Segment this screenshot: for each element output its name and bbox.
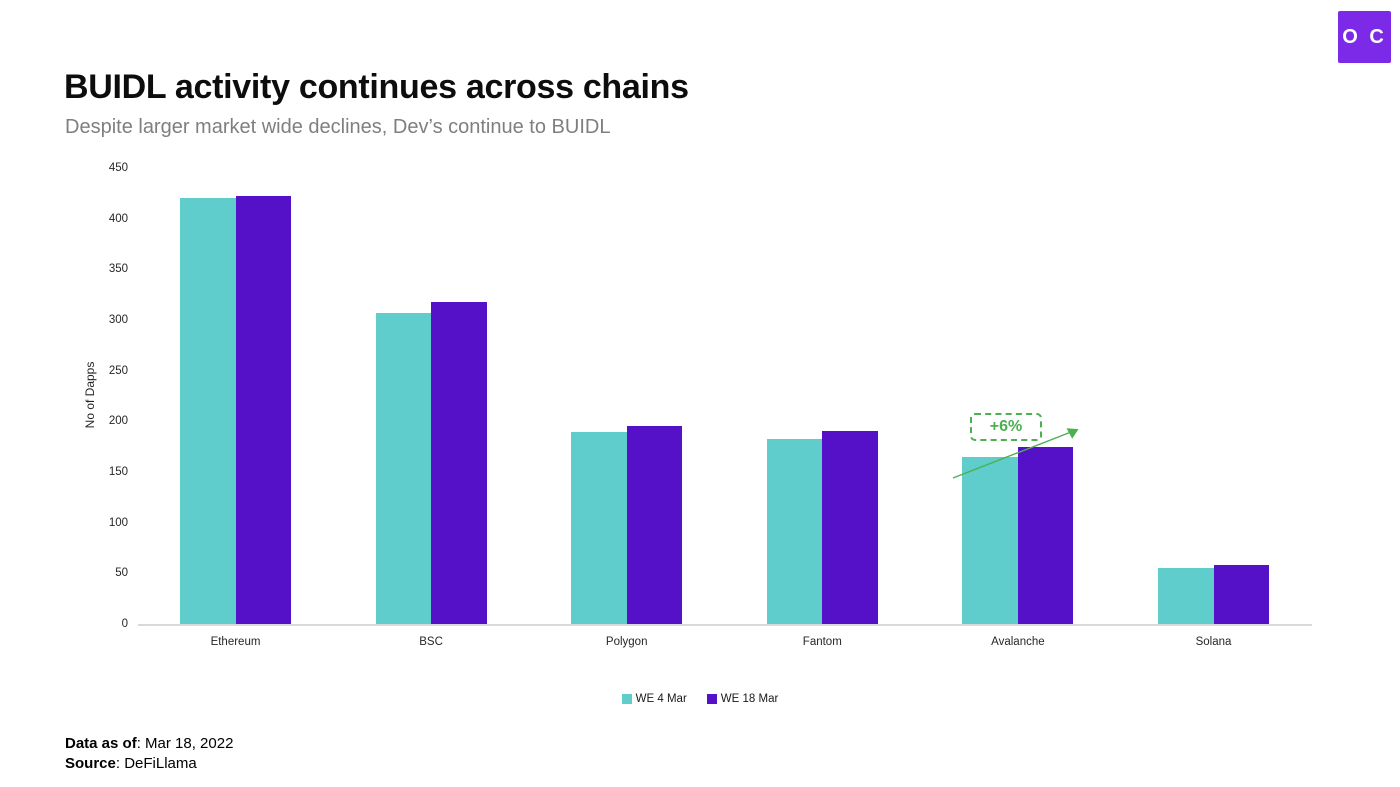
legend-label-we-18-mar: WE 18 Mar	[720, 693, 779, 705]
y-tick-label: 200	[108, 415, 128, 428]
bar-polygon-we-18-mar	[626, 426, 683, 624]
data-as-of-value: : Mar 18, 2022	[136, 735, 234, 752]
y-tick-label: 0	[121, 618, 128, 630]
bar-bsc-we-18-mar	[431, 301, 487, 624]
y-tick-label: 250	[108, 364, 128, 377]
bar-fantom-we-4-mar	[766, 438, 823, 624]
legend-swatch-we-18-mar	[706, 694, 717, 704]
x-axis-line	[138, 624, 1312, 626]
growth-arrow-icon	[952, 428, 1079, 479]
footer: Data as of: Mar 18, 2022 Source: DeFiLla…	[65, 734, 233, 774]
y-tick-label: 100	[108, 516, 128, 529]
source-value: : DeFiLlama	[115, 755, 197, 772]
x-category-label-ethereum: Ethereum	[210, 636, 261, 648]
bar-polygon-we-4-mar	[571, 432, 627, 624]
data-as-of-label: Data as of	[65, 735, 137, 752]
legend-swatch-we-4-mar	[621, 694, 632, 704]
y-tick-label: 450	[108, 162, 128, 174]
legend-label-we-4-mar: WE 4 Mar	[635, 693, 687, 705]
x-category-label-polygon: Polygon	[605, 636, 648, 648]
bar-bsc-we-4-mar	[375, 312, 432, 624]
legend-item-we-4-mar: WE 4 Mar	[621, 693, 687, 705]
growth-callout: +6%	[970, 413, 1042, 441]
y-tick-label: 150	[108, 466, 128, 478]
y-tick-label: 400	[108, 212, 128, 225]
page-title: BUIDL activity continues across chains	[64, 68, 689, 106]
legend: WE 4 Mar WE 18 Mar	[0, 693, 1400, 705]
source-label: Source	[65, 755, 116, 772]
x-category-label-solana: Solana	[1195, 636, 1232, 648]
bar-ethereum-we-18-mar	[235, 196, 291, 624]
source-line: Source: DeFiLlama	[65, 754, 233, 774]
page-subtitle: Despite larger market wide declines, Dev…	[65, 116, 611, 138]
brand-logo-text: O C	[1342, 25, 1387, 48]
bar-fantom-we-18-mar	[822, 431, 878, 624]
bar-ethereum-we-4-mar	[180, 198, 236, 624]
brand-logo: O C	[1338, 11, 1391, 63]
data-as-of-line: Data as of: Mar 18, 2022	[65, 734, 233, 754]
bar-solana-we-4-mar	[1158, 568, 1214, 624]
legend-item-we-18-mar: WE 18 Mar	[706, 693, 779, 705]
y-tick-label: 350	[108, 263, 128, 276]
x-category-label-avalanche: Avalanche	[991, 636, 1045, 648]
y-tick-label: 300	[108, 314, 128, 326]
bar-avalanche-we-4-mar	[962, 456, 1018, 624]
bar-solana-we-18-mar	[1213, 565, 1269, 624]
x-category-label-bsc: BSC	[419, 636, 443, 648]
x-category-label-fantom: Fantom	[802, 636, 842, 648]
y-tick-label: 50	[115, 567, 128, 580]
bar-avalanche-we-18-mar	[1017, 446, 1074, 624]
